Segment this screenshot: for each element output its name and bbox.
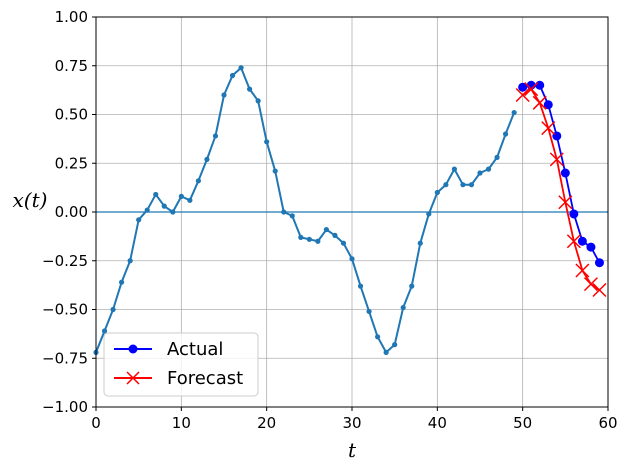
data-point <box>494 154 500 160</box>
data-point <box>204 156 210 162</box>
x-tick-label: 50 <box>513 414 532 432</box>
data-point <box>221 92 227 98</box>
data-point <box>383 349 389 355</box>
series-layer <box>93 65 607 355</box>
data-point <box>468 182 475 188</box>
y-axis-ticks: 1.00 0.75 0.50 0.25 0.00 −0.25 −0.50 −0.75 −1.00 <box>42 8 96 416</box>
data-point <box>349 256 355 262</box>
data-point <box>212 133 219 139</box>
y-tick-label: −0.50 <box>42 301 88 319</box>
series-history <box>93 65 517 355</box>
data-point <box>485 166 492 172</box>
data-point <box>101 328 108 334</box>
data-point <box>340 240 347 246</box>
data-point <box>315 238 321 244</box>
y-tick-label: 0.00 <box>55 203 88 221</box>
x-tick-label: 10 <box>172 414 191 432</box>
data-point <box>392 342 398 348</box>
data-point <box>178 193 184 199</box>
data-point <box>451 166 457 172</box>
x-axis-ticks: 0 10 20 30 40 50 60 <box>91 407 618 432</box>
data-point <box>119 279 125 285</box>
data-point <box>426 211 432 217</box>
actual-point <box>543 100 553 110</box>
forecast-point <box>583 277 598 292</box>
data-point <box>298 234 304 240</box>
forecast-point <box>592 282 607 298</box>
y-tick-label: −0.75 <box>42 349 88 367</box>
data-point <box>434 189 440 196</box>
y-axis-label: x(t) <box>13 188 48 212</box>
data-point <box>255 98 261 104</box>
data-point <box>170 209 176 215</box>
data-point <box>110 306 116 313</box>
data-point <box>247 86 253 92</box>
x-tick-label: 60 <box>598 414 617 432</box>
data-point <box>161 203 167 209</box>
data-point <box>323 226 329 233</box>
data-point <box>187 197 193 203</box>
data-point <box>144 207 150 213</box>
legend: Actual Forecast <box>103 332 259 397</box>
forecast-point <box>524 82 539 97</box>
data-point <box>375 334 381 340</box>
forecast-point <box>558 195 573 210</box>
data-point <box>357 283 364 289</box>
y-tick-label: 0.25 <box>55 154 88 172</box>
data-point <box>400 304 406 311</box>
forecast-point <box>566 234 581 249</box>
data-point <box>409 283 415 289</box>
data-point <box>229 72 236 79</box>
forecast-point <box>549 152 564 167</box>
y-tick-label: 1.00 <box>55 8 88 26</box>
x-tick-label: 0 <box>91 414 101 432</box>
data-point <box>332 232 338 238</box>
data-point <box>281 209 287 215</box>
actual-point <box>560 168 570 178</box>
series-forecast <box>515 82 607 298</box>
data-point <box>460 182 466 188</box>
forecast-point <box>575 263 590 278</box>
legend-actual-swatch-marker <box>128 344 138 354</box>
actual-point <box>535 80 545 90</box>
x-axis-label: t <box>348 438 357 462</box>
data-point <box>127 258 133 264</box>
data-point <box>136 217 142 223</box>
y-tick-label: −0.25 <box>42 252 88 270</box>
forecast-point <box>541 121 556 136</box>
data-point <box>511 109 517 116</box>
y-tick-label: 0.50 <box>55 106 88 124</box>
data-point <box>272 168 278 174</box>
forecast-point <box>515 87 530 103</box>
x-tick-label: 20 <box>257 414 276 432</box>
actual-point <box>577 236 587 246</box>
data-point <box>366 308 372 315</box>
legend-forecast-swatch-marker <box>126 371 140 385</box>
data-point <box>306 236 312 242</box>
data-point <box>503 131 509 137</box>
y-tick-label: −1.00 <box>42 398 88 416</box>
series-forecast-line <box>522 88 600 291</box>
data-point <box>264 139 270 145</box>
data-point <box>477 170 483 176</box>
legend-forecast-label: Forecast <box>167 368 243 389</box>
data-point <box>195 178 201 184</box>
actual-point <box>586 242 596 252</box>
y-tick-label: 0.75 <box>55 57 88 75</box>
actual-point <box>594 258 604 268</box>
data-point <box>153 191 159 198</box>
forecast-point <box>532 95 547 110</box>
x-tick-label: 40 <box>428 414 447 432</box>
actual-point <box>569 209 579 219</box>
legend-actual-label: Actual <box>167 339 223 360</box>
data-point <box>289 213 295 219</box>
data-point <box>417 240 423 246</box>
actual-point <box>518 82 528 92</box>
x-tick-label: 30 <box>342 414 361 432</box>
data-point <box>238 65 244 71</box>
data-point <box>443 182 449 188</box>
